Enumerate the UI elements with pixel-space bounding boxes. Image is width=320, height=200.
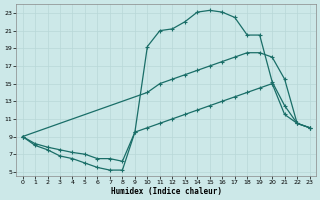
X-axis label: Humidex (Indice chaleur): Humidex (Indice chaleur) <box>111 187 221 196</box>
